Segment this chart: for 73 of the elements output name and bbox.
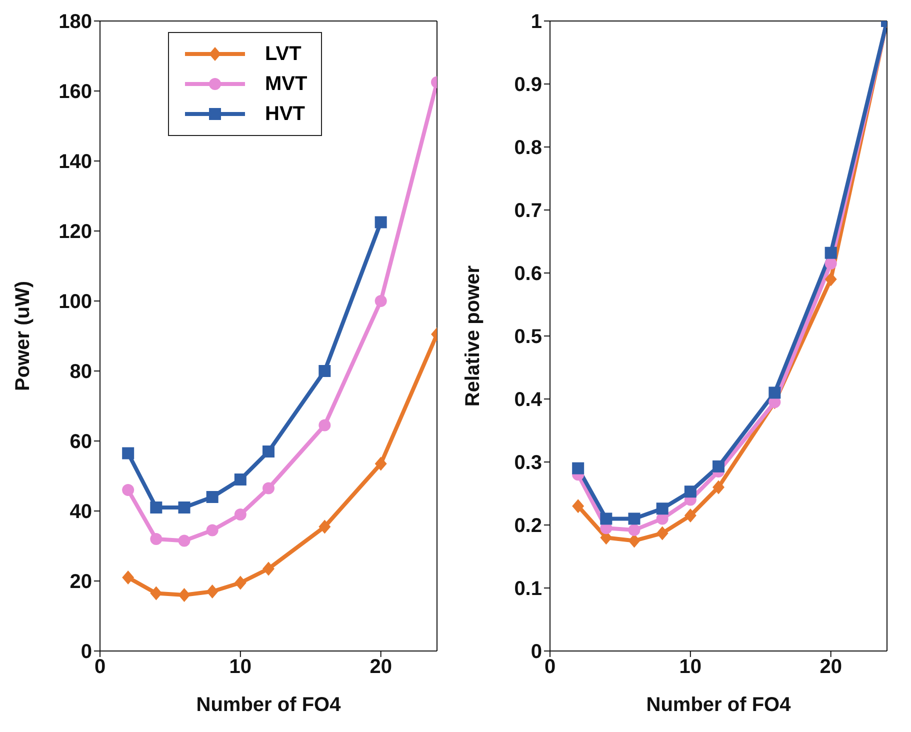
point xyxy=(262,562,274,576)
y-axis-title: Relative power xyxy=(462,265,484,407)
point xyxy=(178,588,190,602)
point xyxy=(572,462,584,474)
point xyxy=(628,512,640,525)
x-tick-label: 0 xyxy=(94,656,106,678)
point xyxy=(122,570,134,584)
point xyxy=(656,502,668,515)
point xyxy=(122,484,134,496)
point xyxy=(178,502,190,514)
y-tick-label: 180 xyxy=(58,11,92,34)
legend-label: MVT xyxy=(265,72,308,96)
y-tick-label: 0.9 xyxy=(514,74,542,96)
point xyxy=(684,486,696,498)
point xyxy=(600,512,612,525)
point xyxy=(318,365,331,377)
point xyxy=(178,534,190,547)
y-tick-label: 0.5 xyxy=(514,326,542,348)
y-tick-label: 140 xyxy=(58,151,92,174)
y-tick-label: 0.4 xyxy=(514,389,543,412)
x-tick-label: 20 xyxy=(820,656,842,678)
point xyxy=(234,474,246,486)
point xyxy=(234,508,246,520)
y-tick-label: 100 xyxy=(58,291,92,314)
point xyxy=(712,460,724,472)
point xyxy=(374,216,387,228)
y-tick-label: 0.2 xyxy=(514,515,542,538)
point xyxy=(712,480,724,494)
point xyxy=(150,586,162,600)
y-tick-label: 0.6 xyxy=(514,263,542,286)
point xyxy=(122,447,134,460)
y-tick-label: 160 xyxy=(58,81,92,104)
point xyxy=(262,482,274,494)
x-axis-title: Number of FO4 xyxy=(646,694,792,716)
point xyxy=(318,520,331,534)
x-tick-label: 20 xyxy=(370,656,392,678)
y-tick-label: 80 xyxy=(70,361,92,384)
x-tick-label: 10 xyxy=(229,656,252,678)
point xyxy=(628,534,640,548)
point xyxy=(684,508,696,523)
y-tick-label: 0.3 xyxy=(514,452,542,474)
y-tick-label: 40 xyxy=(70,501,92,524)
y-tick-label: 1 xyxy=(530,11,542,34)
point xyxy=(628,524,640,536)
point xyxy=(206,491,218,503)
point xyxy=(374,456,387,471)
point xyxy=(206,524,218,536)
y-tick-label: 120 xyxy=(58,221,92,244)
point xyxy=(768,386,781,399)
point xyxy=(150,502,162,514)
legend-label: HVT xyxy=(265,102,305,126)
point xyxy=(824,258,837,270)
point xyxy=(824,272,837,286)
y-tick-label: 60 xyxy=(70,431,92,454)
x-axis-title: Number of FO4 xyxy=(196,694,342,716)
point xyxy=(150,533,162,545)
point xyxy=(206,584,218,598)
y-tick-label: 0.8 xyxy=(514,137,542,160)
y-tick-label: 0 xyxy=(530,641,542,664)
y-tick-label: 0 xyxy=(80,641,92,664)
point xyxy=(234,576,246,590)
y-tick-label: 20 xyxy=(70,571,92,594)
x-tick-label: 10 xyxy=(679,656,702,678)
point xyxy=(824,246,837,259)
y-tick-label: 0.1 xyxy=(514,578,542,600)
point xyxy=(318,419,331,432)
legend-label: LVT xyxy=(265,42,302,66)
y-tick-label: 0.7 xyxy=(514,200,542,222)
y-axis-title: Power (uW) xyxy=(12,281,34,391)
point xyxy=(262,446,274,458)
point xyxy=(374,295,387,307)
point xyxy=(656,526,668,540)
point xyxy=(572,499,584,514)
